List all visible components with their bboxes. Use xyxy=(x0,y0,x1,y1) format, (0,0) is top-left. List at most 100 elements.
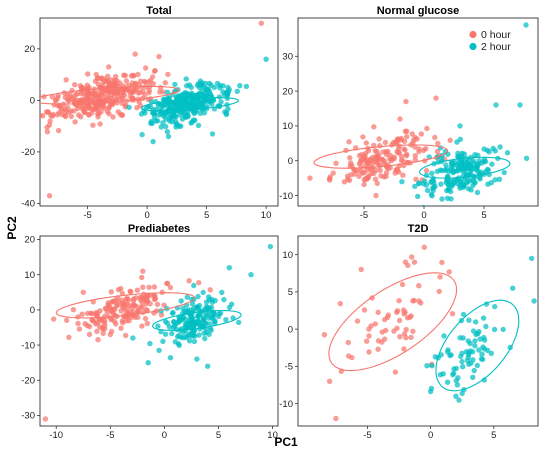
data-point xyxy=(194,356,200,362)
data-point xyxy=(149,74,156,80)
data-point xyxy=(446,168,452,175)
data-point xyxy=(119,95,126,101)
x-tick-label: 10 xyxy=(267,430,278,441)
data-point xyxy=(119,290,126,297)
data-point xyxy=(383,173,389,179)
data-point xyxy=(225,84,231,91)
data-point xyxy=(132,51,138,57)
data-point xyxy=(169,330,175,337)
data-point xyxy=(412,157,418,163)
data-point xyxy=(504,150,511,156)
data-point xyxy=(164,280,170,287)
confidence-ellipse xyxy=(419,156,511,179)
data-point xyxy=(226,265,232,271)
data-point xyxy=(106,80,112,86)
data-point xyxy=(412,183,418,189)
data-point xyxy=(63,317,70,323)
data-point xyxy=(95,337,101,343)
data-point xyxy=(72,99,79,105)
data-point xyxy=(209,299,216,305)
data-point xyxy=(84,95,90,101)
data-point xyxy=(151,284,158,290)
data-point xyxy=(307,175,313,181)
plot-area xyxy=(307,22,530,206)
data-point xyxy=(404,134,410,140)
data-point xyxy=(113,73,119,80)
data-point xyxy=(371,124,377,130)
y-tick-label: 0 xyxy=(30,96,35,107)
panel-3: Prediabetes -10 -5 0 5 10 -30 -20 -10 0 10 20 xyxy=(21,223,279,441)
data-point xyxy=(392,369,399,375)
data-point xyxy=(472,338,478,344)
y-tick-label: 10 xyxy=(282,250,293,261)
x-tick-label: -5 xyxy=(360,210,368,221)
data-point xyxy=(321,332,328,338)
data-point xyxy=(218,99,224,105)
data-point xyxy=(374,160,380,166)
data-point xyxy=(523,155,530,161)
data-point xyxy=(341,179,348,185)
data-point xyxy=(523,22,529,28)
data-point xyxy=(164,108,170,115)
data-point xyxy=(376,152,382,158)
data-point xyxy=(69,87,75,94)
data-point xyxy=(439,155,445,162)
x-tick-label: 10 xyxy=(261,210,272,221)
data-point xyxy=(174,122,180,128)
data-point xyxy=(459,390,465,397)
data-point xyxy=(149,120,155,127)
data-point xyxy=(152,67,158,74)
data-point xyxy=(63,77,69,83)
data-point xyxy=(197,110,203,117)
data-point xyxy=(327,177,333,183)
data-point xyxy=(409,254,415,260)
data-point xyxy=(97,121,103,127)
data-point xyxy=(472,179,478,186)
data-point xyxy=(143,65,149,71)
data-point xyxy=(458,353,464,360)
data-point xyxy=(237,83,243,89)
data-point xyxy=(186,338,193,344)
data-point xyxy=(439,167,445,174)
data-point xyxy=(117,111,124,118)
data-point xyxy=(184,83,190,89)
data-point xyxy=(344,173,351,179)
data-point xyxy=(186,278,192,284)
data-point xyxy=(82,100,88,106)
data-point xyxy=(349,354,355,361)
data-point xyxy=(403,326,409,333)
data-point xyxy=(360,134,366,140)
confidence-ellipse xyxy=(435,299,520,392)
data-point xyxy=(397,116,403,122)
data-point xyxy=(484,347,491,354)
data-point xyxy=(203,86,210,93)
data-point xyxy=(156,112,162,118)
data-point xyxy=(166,95,172,102)
data-point xyxy=(156,53,162,60)
data-point xyxy=(55,92,61,99)
data-point xyxy=(84,310,91,317)
data-point xyxy=(123,318,130,324)
data-point xyxy=(187,99,193,105)
data-point xyxy=(378,173,384,179)
data-point xyxy=(100,98,106,105)
data-point xyxy=(470,374,476,380)
data-point xyxy=(360,170,366,176)
data-point xyxy=(182,90,188,96)
data-point xyxy=(472,343,478,349)
data-point xyxy=(42,416,49,422)
data-point xyxy=(375,346,381,352)
y-tick-label: 20 xyxy=(24,44,35,55)
data-point xyxy=(471,367,477,374)
data-point xyxy=(191,110,198,117)
y-tick-label: -40 xyxy=(21,199,35,210)
data-point xyxy=(118,325,124,331)
data-point xyxy=(126,104,132,111)
data-point xyxy=(401,331,408,337)
data-point xyxy=(473,319,479,325)
data-point xyxy=(468,360,474,366)
data-point xyxy=(443,162,449,168)
data-point xyxy=(80,289,87,295)
data-point xyxy=(216,311,222,317)
data-point xyxy=(209,131,216,137)
